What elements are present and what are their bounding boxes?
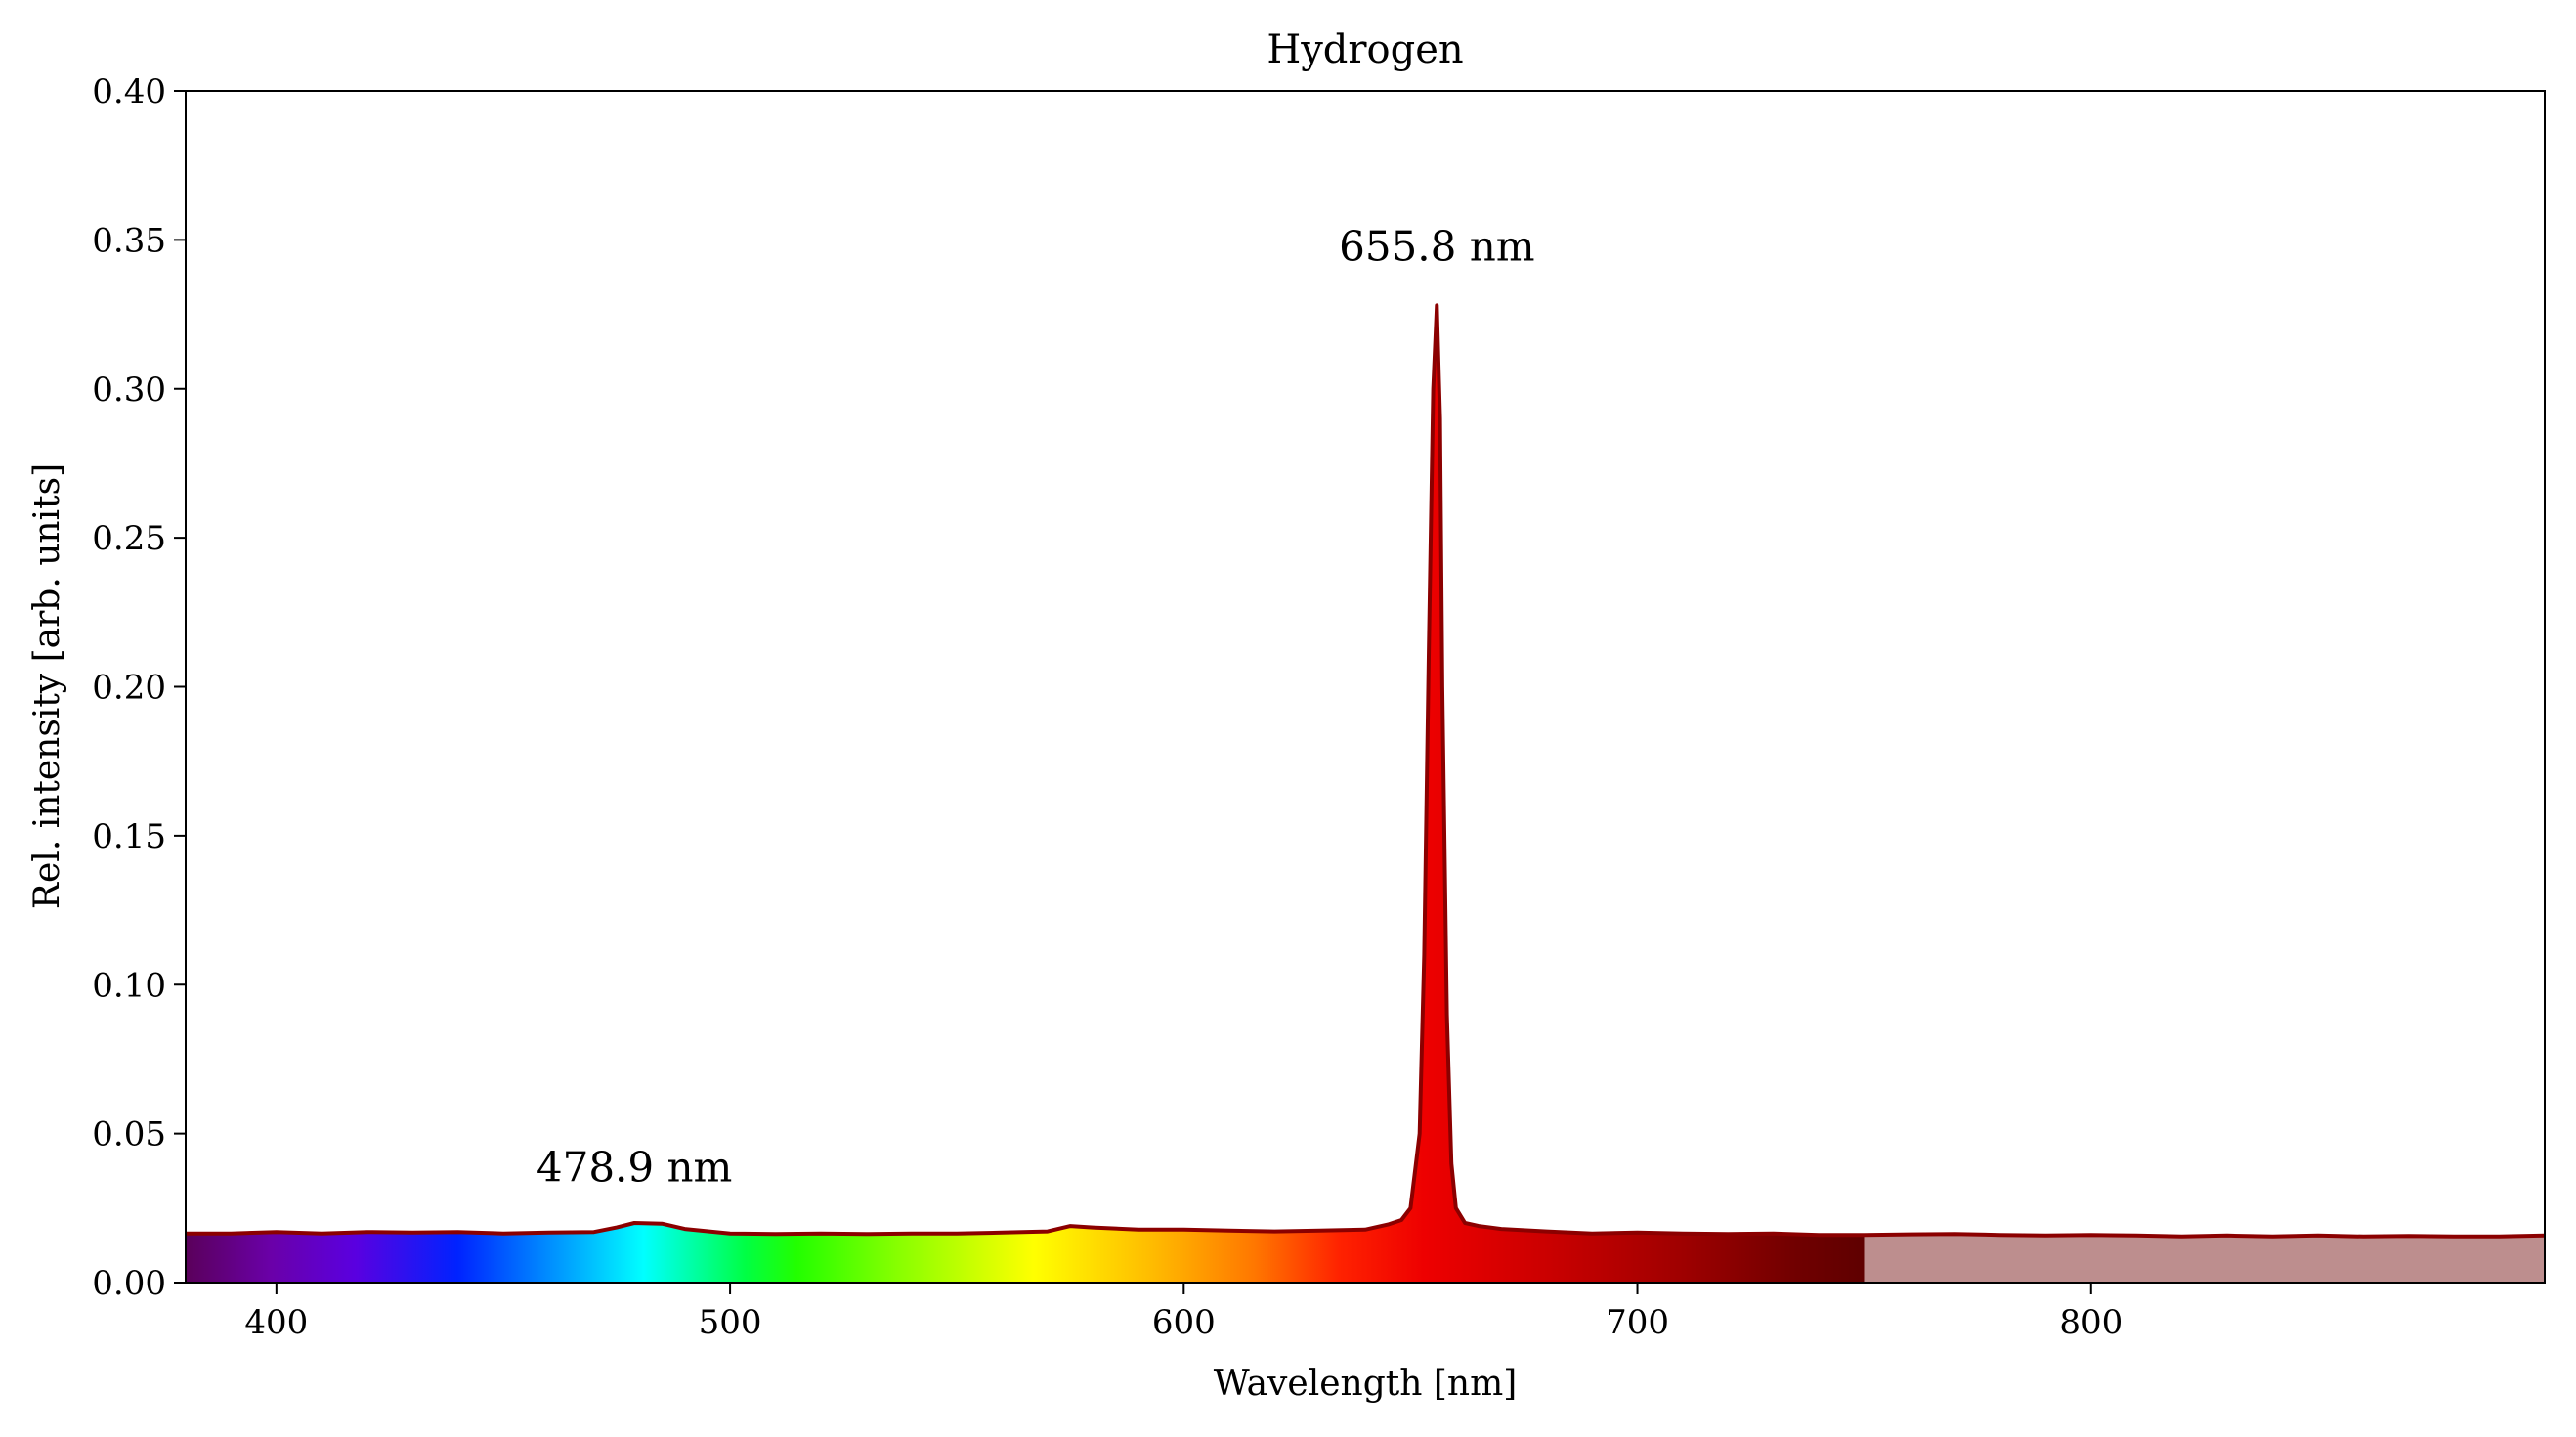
y-tick-label: 0.35 bbox=[92, 221, 166, 260]
x-axis: 400 500 600 700 800 bbox=[244, 1283, 2123, 1342]
peak-label: 478.9 nm bbox=[537, 1143, 732, 1191]
x-tick-label: 500 bbox=[699, 1303, 762, 1342]
y-tick-label: 0.30 bbox=[92, 370, 166, 410]
visible-spectrum-fill bbox=[186, 305, 1865, 1283]
y-tick-label: 0.00 bbox=[92, 1264, 166, 1303]
peak-annotations: 655.8 nm 478.9 nm bbox=[537, 223, 1535, 1192]
y-tick-label: 0.20 bbox=[92, 669, 166, 708]
peak-label: 655.8 nm bbox=[1339, 223, 1534, 271]
x-tick-label: 800 bbox=[2059, 1303, 2123, 1342]
y-tick-label: 0.05 bbox=[92, 1115, 166, 1154]
y-axis-label: Rel. intensity [arb. units] bbox=[27, 463, 67, 909]
series-line bbox=[186, 303, 2545, 1239]
chart-title: Hydrogen bbox=[1267, 27, 1463, 72]
y-tick-label: 0.40 bbox=[92, 72, 166, 111]
x-tick-label: 600 bbox=[1152, 1303, 1216, 1342]
x-axis-label: Wavelength [nm] bbox=[1214, 1364, 1518, 1404]
plot-area bbox=[186, 303, 2545, 1283]
y-tick-label: 0.10 bbox=[92, 966, 166, 1005]
y-tick-label: 0.15 bbox=[92, 817, 166, 856]
y-axis: 0.00 0.05 0.10 0.15 0.20 0.25 0.30 0.35 0.40 bbox=[92, 72, 186, 1303]
infrared-fill bbox=[1864, 1234, 2545, 1283]
x-tick-label: 700 bbox=[1606, 1303, 1669, 1342]
x-tick-label: 400 bbox=[244, 1303, 308, 1342]
y-tick-label: 0.25 bbox=[92, 519, 166, 558]
